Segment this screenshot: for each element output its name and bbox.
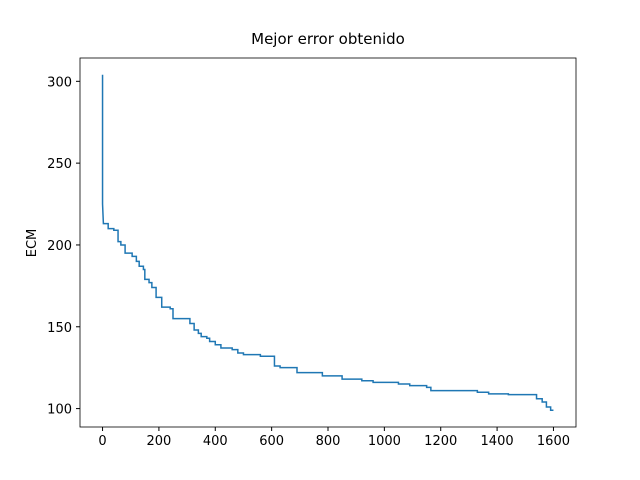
x-tick-label: 1200 [424, 434, 457, 449]
x-tick-label: 600 [259, 434, 284, 449]
y-tick-label: 300 [47, 75, 72, 90]
x-tick-label: 1400 [481, 434, 514, 449]
plot-frame [79, 57, 577, 428]
chart-title: Mejor error obtenido [251, 30, 405, 48]
y-axis-label: ECM [25, 229, 40, 258]
line [101, 74, 554, 411]
x-tick-label: 400 [203, 434, 228, 449]
y-tick-label: 250 [47, 157, 72, 172]
y-tick-label: 100 [47, 403, 72, 418]
x-tick-label: 1600 [537, 434, 570, 449]
x-tick-label: 200 [146, 434, 171, 449]
y-tick-label: 150 [47, 321, 72, 336]
y-tick-label: 200 [47, 239, 72, 254]
x-tick-label: 1000 [368, 434, 401, 449]
x-tick-label: 800 [316, 434, 341, 449]
x-tick-label: 0 [98, 434, 106, 449]
